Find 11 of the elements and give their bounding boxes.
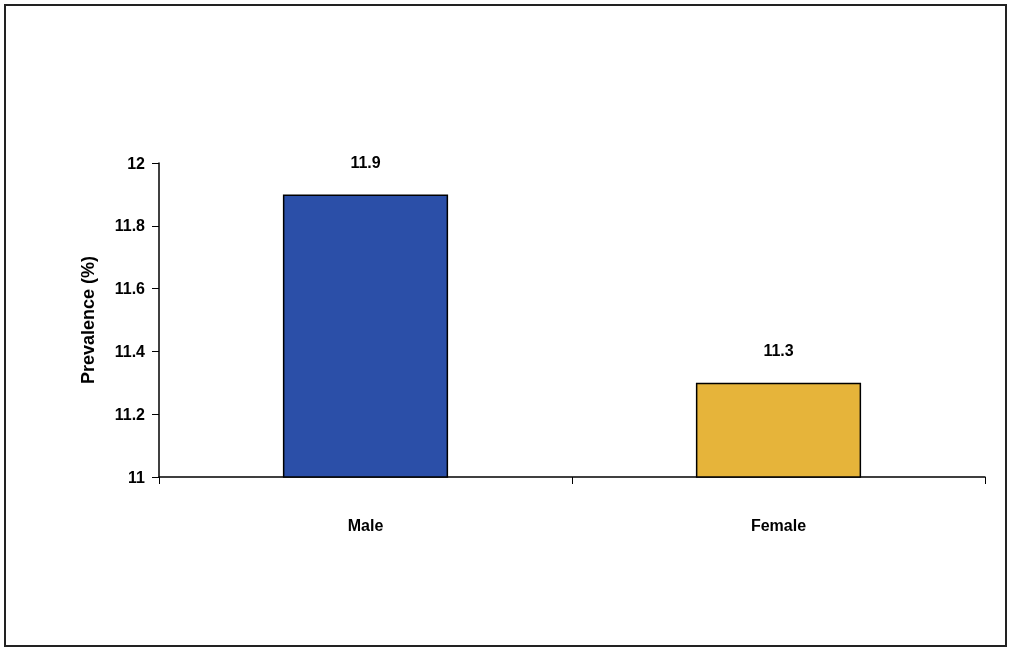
y-tick-label: 11.6: [114, 280, 146, 298]
y-tick-label: 11.2: [114, 405, 146, 423]
y-tick-label: 11.8: [114, 217, 146, 235]
y-tick-label: 11: [128, 468, 146, 486]
y-axis-title: Prevalence (%): [78, 255, 98, 385]
x-tick-label: Male: [347, 516, 384, 534]
data-label: 11.9: [350, 153, 381, 171]
x-tick-label: Female: [750, 516, 807, 534]
y-tick-label: 11.4: [114, 342, 146, 360]
data-label: 11.3: [763, 342, 794, 360]
y-tick-label: 12: [127, 154, 146, 172]
